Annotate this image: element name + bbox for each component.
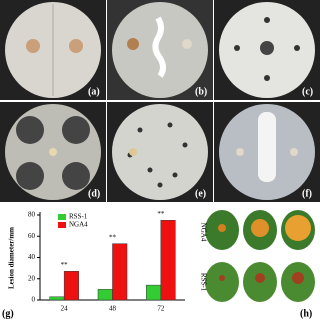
x-tick-label: 48 <box>109 305 117 313</box>
y-tick-label: 60 <box>28 232 36 240</box>
significance: ** <box>157 210 165 218</box>
x-tick-label: 24 <box>61 305 69 313</box>
legend-swatch <box>58 214 66 220</box>
panel-label: (d) <box>88 188 100 199</box>
bar <box>146 284 162 301</box>
bar <box>97 289 113 301</box>
panel-label: (b) <box>195 86 207 97</box>
panel-label: (c) <box>302 86 313 97</box>
significance: ** <box>109 233 117 241</box>
bar <box>160 220 176 301</box>
row-label: RSS-1 <box>199 273 207 292</box>
x-tick-label: 72 <box>157 305 165 313</box>
panel-label: (a) <box>88 86 100 97</box>
legend-label: RSS-1 <box>69 213 88 221</box>
significance: ** <box>61 261 69 269</box>
y-axis-label: Lesion diameter/mm <box>8 227 16 289</box>
bar <box>63 271 79 301</box>
y-tick-label: 80 <box>28 211 36 219</box>
row-label: NGA4 <box>199 223 207 242</box>
y-tick-label: 0 <box>32 296 36 304</box>
y-tick-label: 20 <box>28 274 36 282</box>
panel-label: (e) <box>195 188 206 199</box>
panel-label: (f) <box>302 188 312 199</box>
bar <box>112 243 128 301</box>
panel-label: (h) <box>300 308 312 319</box>
legend-swatch <box>58 222 66 228</box>
y-tick-label: 40 <box>28 253 36 261</box>
panel-label: (g) <box>2 308 14 319</box>
legend-label: NGA4 <box>69 221 88 229</box>
dish-photos: (a) (b) (c) (d) (e) (f) <box>0 0 320 202</box>
leaf-photos: NGA4 RSS-1 (h) <box>199 210 315 319</box>
bar <box>49 296 65 301</box>
